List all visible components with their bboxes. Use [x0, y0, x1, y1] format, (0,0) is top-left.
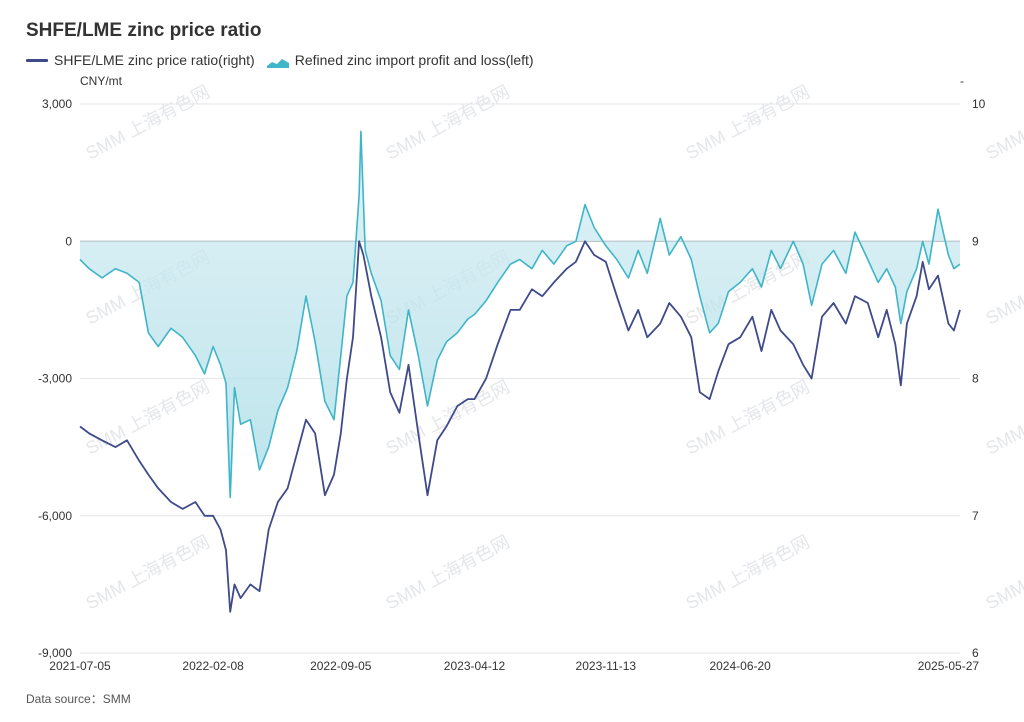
left-axis-tick-label: -6,000 — [38, 509, 72, 523]
right-axis-tick-label: 9 — [972, 234, 979, 248]
right-axis-tick-label: 10 — [972, 97, 986, 111]
series-line-profit[interactable] — [79, 130, 961, 499]
series-area-fill-profit — [80, 131, 960, 498]
watermark-text: SMM 上海有色网 — [982, 532, 1024, 614]
watermark-text: SMM 上海有色网 — [982, 82, 1024, 164]
x-axis-tick-label: 2023-04-12 — [444, 659, 506, 673]
right-axis-tick-label: 8 — [972, 372, 979, 386]
left-axis-tick-label: 3,000 — [42, 97, 72, 111]
right-axis-tick-label: 7 — [972, 509, 979, 523]
left-axis-tick-label: -3,000 — [38, 372, 72, 386]
x-axis-tick-label: 2021-07-05 — [49, 659, 111, 673]
x-axis-tick-label: 2023-11-13 — [576, 659, 637, 673]
x-axis-tick-label: 2025-05-27 — [918, 659, 980, 673]
right-axis-unit: - — [960, 74, 964, 88]
legend: SHFE/LME zinc price ratio(right) Refined… — [26, 52, 546, 68]
watermark-text: SMM 上海有色网 — [382, 377, 512, 459]
series-line-ratio[interactable] — [79, 240, 961, 613]
watermark-text: SMM 上海有色网 — [682, 532, 812, 614]
x-axis-tick-label: 2024-06-20 — [709, 659, 771, 673]
watermark-text: SMM 上海有色网 — [682, 377, 812, 459]
watermark-text: SMM 上海有色网 — [82, 377, 212, 459]
left-axis-tick-label: -9,000 — [38, 646, 72, 660]
data-source: Data source：SMM — [26, 692, 131, 706]
legend-swatch-ratio — [26, 58, 48, 62]
watermark-text: SMM 上海有色网 — [382, 532, 512, 614]
left-axis-unit: CNY/mt — [80, 74, 123, 88]
left-axis-tick-label: 0 — [65, 234, 72, 248]
legend-item-profit[interactable]: Refined zinc import profit and loss(left… — [266, 52, 534, 68]
x-axis-tick-label: 2022-02-08 — [182, 659, 244, 673]
watermark-text: SMM 上海有色网 — [682, 82, 812, 164]
chart-title: SHFE/LME zinc price ratio — [26, 20, 262, 41]
watermark-text: SMM 上海有色网 — [382, 82, 512, 164]
legend-swatch-profit — [266, 55, 289, 68]
legend-label-profit: Refined zinc import profit and loss(left… — [294, 52, 534, 68]
x-axis-tick-label: 2022-09-05 — [310, 659, 372, 673]
legend-label-ratio: SHFE/LME zinc price ratio(right) — [54, 52, 255, 68]
watermark-text: SMM 上海有色网 — [982, 247, 1024, 329]
legend-item-ratio[interactable]: SHFE/LME zinc price ratio(right) — [26, 52, 255, 68]
watermark-text: SMM 上海有色网 — [82, 82, 212, 164]
watermark-text: SMM 上海有色网 — [82, 532, 212, 614]
right-axis-tick-label: 6 — [972, 646, 979, 660]
watermark-text: SMM 上海有色网 — [982, 377, 1024, 459]
